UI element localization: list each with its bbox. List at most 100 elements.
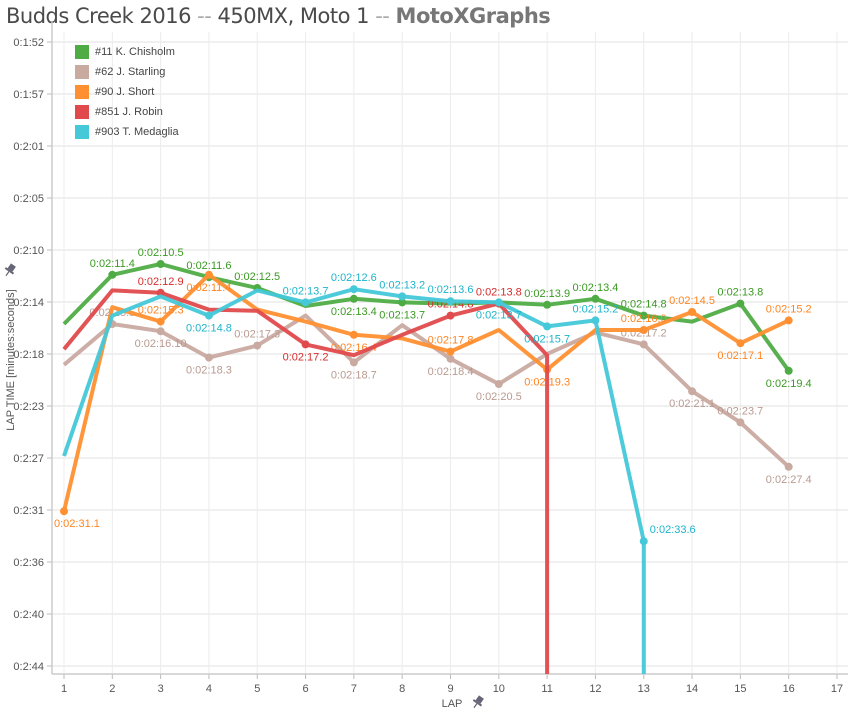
series-line [62,287,646,674]
x-tick-label: 11 [541,683,552,695]
data-label: 0:02:16.0 [621,313,667,325]
title-separator: -- [197,4,212,28]
data-label: 0:02:17.8 [428,335,474,347]
data-point [639,340,648,349]
legend-item[interactable]: #62 J. Starling [75,62,179,82]
legend-swatch [75,65,89,79]
data-label: 0:02:18.3 [186,365,232,377]
x-tick-label: 13 [638,683,650,695]
y-tick-label: 0:2:44 [13,661,44,673]
x-tick-label: 6 [303,683,309,695]
y-tick-label: 0:2:23 [13,401,44,413]
data-label: 0:02:12.5 [234,271,280,283]
data-label: 0:02:16.10 [135,338,187,350]
data-point [494,380,503,388]
data-label: 0:02:13.8 [476,287,522,299]
y-tick-label: 0:2:36 [13,557,44,569]
data-point [108,270,117,279]
data-point [204,270,213,279]
data-label: 0:02:23.7 [717,405,763,417]
data-point [784,366,793,375]
data-label: 0:02:15.2 [766,303,812,315]
x-tick-label: 9 [447,683,453,695]
data-point [736,339,745,348]
data-label: 0:02:11.4 [90,258,135,270]
data-point [543,322,552,331]
data-label: 0:02:21.1 [669,398,715,410]
data-label: 0:02:15.7 [524,333,570,345]
data-label: 0:02:27.4 [766,474,812,486]
data-label: 0:02:12.9 [138,276,184,288]
legend-item[interactable]: #11 K. Chisholm [75,42,179,62]
data-point [784,462,793,471]
data-point [639,537,648,546]
x-tick-label: 10 [493,683,505,695]
data-label: 0:02:13.2 [379,279,425,291]
y-tick-label: 0:2:05 [13,193,44,205]
x-tick-label: 16 [783,683,795,695]
pin-collar [472,699,483,707]
legend-item[interactable]: #903 T. Medaglia [75,122,179,142]
data-point [688,308,697,316]
data-label: 0:02:17.1 [717,350,763,362]
data-label: 0:02:18.4 [428,366,474,378]
data-point [349,330,358,339]
y-tick-label: 0:2:10 [13,245,44,257]
data-label: 0:02:15.3 [138,305,184,317]
legend-item[interactable]: #851 J. Robin [75,102,179,122]
series-line [62,288,550,674]
legend-swatch [75,45,89,59]
legend-swatch [75,105,89,119]
brand-logo-text: MotoXGraphs [395,4,551,28]
x-tick-label: 7 [351,683,357,695]
data-label: 0:02:17.2 [283,351,329,363]
legend: #11 K. Chisholm #62 J. Starling #90 J. Sho… [75,42,179,142]
x-tick-label: 15 [734,683,746,695]
legend-label: #11 K. Chisholm [95,46,175,58]
series-line [62,313,791,469]
data-point [156,260,165,268]
data-point [688,387,697,396]
data-point [301,298,310,307]
data-label: 0:02:13.7 [476,309,522,321]
data-label: 0:02:17.3 [234,329,280,341]
data-label: 0:02:13.4 [573,282,619,294]
data-label: 0:02:10.5 [138,247,184,259]
data-label: 0:02:13.6 [428,284,474,296]
legend-label: #851 J. Robin [95,106,163,118]
x-tick-label: 1 [61,683,67,695]
data-point [156,288,165,297]
legend-swatch [75,85,89,99]
y-tick-label: 0:2:18 [13,349,44,361]
title-class: 450MX, Moto 1 [217,4,370,28]
legend-swatch [75,125,89,139]
y-axis-label: LAP TIME [minutes:seconds] [5,289,17,430]
pin-needle [5,271,10,277]
pin-needle [473,703,478,709]
data-point [204,311,213,320]
pin-collar [4,267,15,275]
pin-head [7,263,16,272]
x-tick-label: 4 [206,683,212,695]
data-label: 0:02:14.8 [621,299,667,311]
data-label: 0:02:18.7 [331,369,377,381]
y-tick-label: 0:1:52 [13,37,44,49]
legend-item[interactable]: #90 J. Short [75,82,179,102]
data-point [349,294,358,303]
legend-label: #90 J. Short [95,86,155,98]
data-label: 0:02:20.5 [476,391,522,403]
data-point [156,327,165,336]
title-event: Budds Creek 2016 [6,4,191,28]
data-label: 0:02:31.1 [54,518,100,530]
data-point [446,297,455,306]
pin-head [475,695,484,704]
data-point [543,300,552,309]
x-axis-label: LAP [442,698,463,710]
chart-title: Budds Creek 2016 -- 450MX, Moto 1 -- Mot… [6,4,551,28]
x-tick-label: 17 [831,683,843,695]
pin-icon[interactable] [470,694,486,710]
pin-icon[interactable] [2,262,18,278]
title-separator: -- [375,4,390,28]
legend-label: #62 J. Starling [95,66,166,78]
